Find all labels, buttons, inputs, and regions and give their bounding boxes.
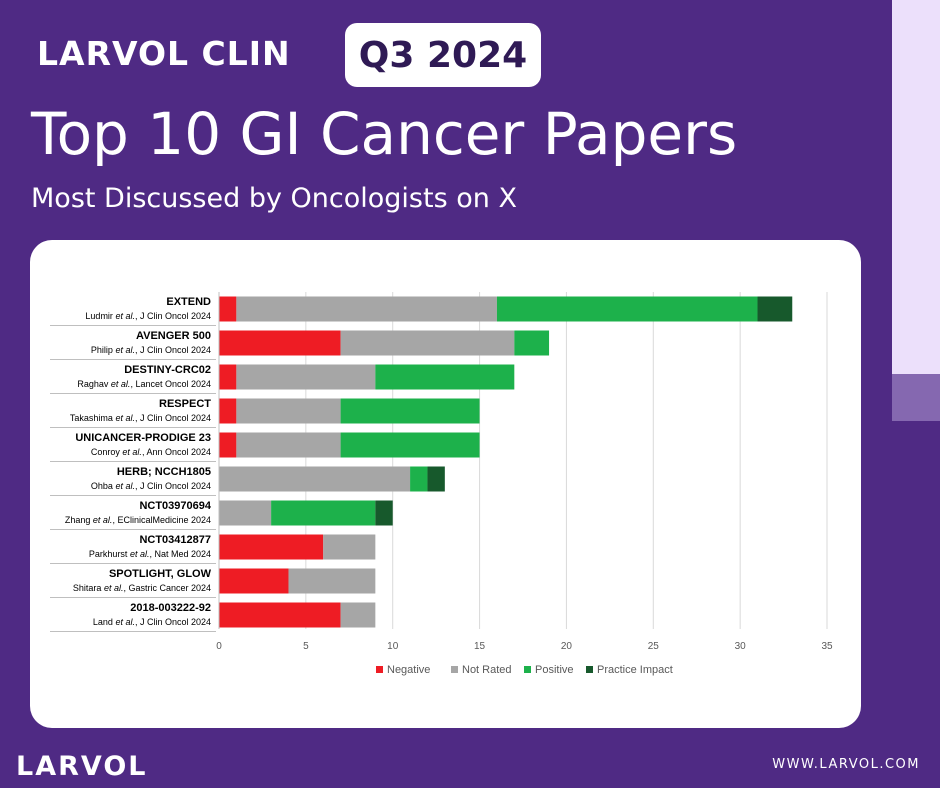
citation-label: Philip et al., J Clin Oncol 2024 [91, 345, 211, 355]
bar-segment [514, 330, 550, 356]
x-tick-label: 5 [303, 641, 309, 652]
x-tick-label: 35 [821, 641, 833, 652]
bar-segment [219, 602, 341, 628]
category-label: SPOTLIGHT, GLOW [109, 568, 212, 580]
page-title: Top 10 GI Cancer Papers [31, 100, 738, 168]
category-label: UNICANCER-PRODIGE 23 [75, 432, 211, 444]
bar-segment [219, 398, 237, 424]
category-label: AVENGER 500 [136, 330, 211, 342]
citation-label: Shitara et al., Gastric Cancer 2024 [73, 583, 211, 593]
bar-segment [757, 296, 793, 322]
citation-label: Zhang et al., EClinicalMedicine 2024 [65, 515, 211, 525]
bar-segment [236, 364, 376, 390]
footer-logo: LARVOL [16, 751, 148, 782]
bar-segment [340, 330, 515, 356]
side-accent-panel [892, 0, 940, 374]
bar-segment [410, 466, 428, 492]
brand-title: LARVOL CLIN [37, 34, 291, 73]
bar-segment [271, 500, 376, 526]
bar-segment [375, 500, 393, 526]
legend-label: Negative [387, 664, 430, 676]
bar-segment [236, 432, 341, 458]
x-tick-label: 25 [648, 641, 660, 652]
bar-segment [219, 364, 237, 390]
citation-label: Ohba et al., J Clin Oncol 2024 [91, 481, 211, 491]
legend-swatch [376, 666, 383, 673]
legend-label: Not Rated [462, 664, 512, 676]
category-label: NCT03412877 [139, 534, 211, 546]
bar-segment [375, 364, 515, 390]
bar-segment [288, 568, 376, 594]
footer-url[interactable]: WWW.LARVOL.COM [772, 757, 920, 772]
legend-swatch [524, 666, 531, 673]
bar-segment [219, 568, 289, 594]
citation-label: Raghav et al., Lancet Oncol 2024 [77, 379, 211, 389]
bar-segment [219, 330, 341, 356]
citation-label: Land et al., J Clin Oncol 2024 [93, 617, 211, 627]
citation-label: Parkhurst et al., Nat Med 2024 [89, 549, 211, 559]
x-tick-label: 15 [474, 641, 486, 652]
citation-label: Takashima et al., J Clin Oncol 2024 [70, 413, 211, 423]
bar-segment [219, 500, 272, 526]
bar-segment [340, 398, 480, 424]
category-label: NCT03970694 [139, 500, 211, 512]
category-label: DESTINY-CRC02 [124, 364, 211, 376]
bar-segment [219, 296, 237, 322]
bar-segment [236, 398, 341, 424]
side-accent-block [892, 374, 940, 421]
category-label: RESPECT [159, 398, 211, 410]
bar-segment [496, 296, 758, 322]
bar-segment [219, 534, 324, 560]
category-label: 2018-003222-92 [130, 602, 211, 614]
chart-card: 0 5 10 15 20 25 30 35 EXTEND Ludmir et al., J Cli… [30, 240, 861, 728]
legend-swatch [586, 666, 593, 673]
stacked-bar-chart: 0 5 10 15 20 25 30 35 EXTEND Ludmir et al., J Cli… [50, 292, 833, 676]
page-subtitle: Most Discussed by Oncologists on X [31, 183, 517, 214]
x-tick-label: 0 [216, 641, 222, 652]
bar-segment [323, 534, 376, 560]
bar-segment [340, 432, 480, 458]
legend-label: Positive [535, 664, 574, 676]
x-tick-label: 10 [387, 641, 399, 652]
bar-segment [219, 432, 237, 458]
bar-segment [219, 466, 411, 492]
bar-segment [427, 466, 445, 492]
bar-segment [340, 602, 376, 628]
quarter-badge: Q3 2024 [345, 23, 541, 87]
bar-segment [236, 296, 497, 322]
legend-swatch [451, 666, 458, 673]
category-label: EXTEND [166, 296, 211, 308]
x-tick-label: 30 [735, 641, 747, 652]
x-tick-label: 20 [561, 641, 573, 652]
legend-label: Practice Impact [597, 664, 673, 676]
category-label: HERB; NCCH1805 [117, 466, 211, 478]
citation-label: Ludmir et al., J Clin Oncol 2024 [85, 311, 211, 321]
citation-label: Conroy et al., Ann Oncol 2024 [91, 447, 211, 457]
